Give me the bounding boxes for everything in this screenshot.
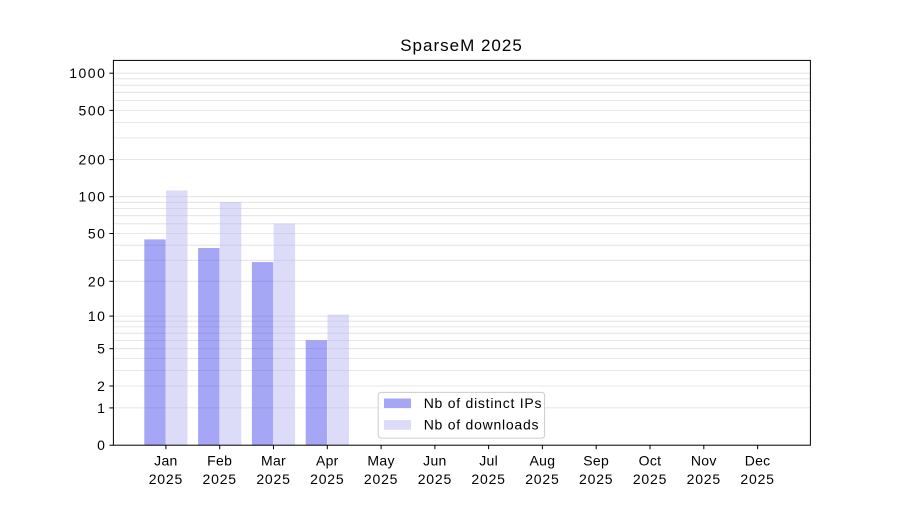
svg-text:2025: 2025: [418, 471, 452, 487]
svg-text:50: 50: [88, 226, 107, 242]
svg-text:2025: 2025: [364, 471, 398, 487]
svg-text:2025: 2025: [740, 471, 774, 487]
svg-text:Oct: Oct: [639, 452, 662, 468]
svg-text:0: 0: [97, 437, 106, 453]
svg-text:May: May: [367, 452, 394, 468]
svg-text:Dec: Dec: [745, 452, 771, 468]
svg-text:Nb of downloads: Nb of downloads: [424, 417, 540, 433]
svg-text:2: 2: [97, 378, 106, 394]
svg-text:2025: 2025: [310, 471, 344, 487]
svg-text:Nb of distinct IPs: Nb of distinct IPs: [424, 395, 543, 411]
svg-text:2025: 2025: [525, 471, 559, 487]
svg-text:Mar: Mar: [261, 452, 286, 468]
svg-text:2025: 2025: [203, 471, 237, 487]
svg-text:Jun: Jun: [423, 452, 446, 468]
svg-text:1: 1: [97, 400, 106, 416]
svg-text:2025: 2025: [149, 471, 183, 487]
svg-text:200: 200: [79, 152, 107, 168]
svg-text:2025: 2025: [633, 471, 667, 487]
svg-text:Sep: Sep: [583, 452, 609, 468]
svg-text:2025: 2025: [256, 471, 290, 487]
svg-text:20: 20: [88, 273, 107, 289]
svg-text:Jan: Jan: [154, 452, 177, 468]
svg-text:10: 10: [88, 308, 107, 324]
svg-text:500: 500: [79, 102, 107, 118]
svg-text:Aug: Aug: [529, 452, 555, 468]
svg-text:100: 100: [79, 189, 107, 205]
svg-text:SparseM 2025: SparseM 2025: [400, 36, 523, 55]
svg-text:Apr: Apr: [316, 452, 339, 468]
svg-text:2025: 2025: [579, 471, 613, 487]
svg-text:Jul: Jul: [479, 452, 498, 468]
svg-text:1000: 1000: [69, 65, 106, 81]
svg-text:5: 5: [97, 341, 106, 357]
svg-text:Nov: Nov: [691, 452, 717, 468]
svg-text:2025: 2025: [471, 471, 505, 487]
svg-text:2025: 2025: [687, 471, 721, 487]
svg-text:Feb: Feb: [207, 452, 232, 468]
